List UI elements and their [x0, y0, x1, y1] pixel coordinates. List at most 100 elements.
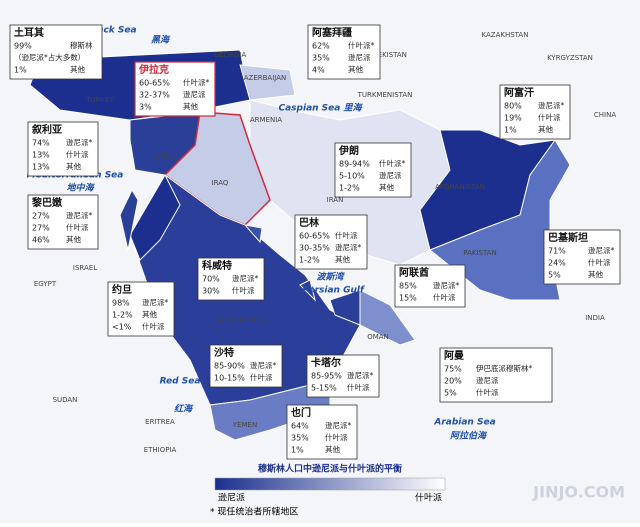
callout-group: 其他 [183, 101, 198, 111]
callout-percent: 35% [312, 54, 330, 63]
legend-right: 什叶派 [415, 492, 442, 504]
callout-group: 逊尼派 [348, 52, 371, 62]
callout-group: 什叶派 [66, 222, 89, 232]
map-label: 红海 [174, 404, 194, 415]
callout-group: 逊尼派* [538, 100, 564, 110]
callout-group: 逊尼派* [232, 273, 258, 283]
callout-title: 黎巴嫩 [32, 196, 63, 209]
callout-percent: 85-95% [311, 372, 342, 381]
callout-group: 逊尼派* [142, 297, 168, 307]
callout-percent: 85-90% [214, 362, 245, 371]
callout-percent: 5-15% [311, 384, 337, 393]
map-label: Arabian Sea [433, 418, 495, 428]
qatar [299, 279, 316, 302]
callout-percent: 19% [504, 114, 522, 123]
callout-group: 其他 [66, 234, 81, 244]
map-label: Red Sea [160, 377, 201, 387]
map-label: PAKISTAN [463, 249, 496, 257]
map-label: EGYPT [34, 280, 57, 288]
callout-percent: 10-15% [214, 374, 245, 383]
map-label: KAZAKHSTAN [482, 31, 529, 39]
callout-group: 逊尼派* [66, 210, 92, 220]
callout-group: 什叶派 [142, 321, 165, 331]
callout-box [543, 229, 621, 285]
map-label: TURKEY [85, 96, 114, 104]
callout-percent: 71% [548, 247, 566, 256]
map-label: Caspian Sea 里海 [279, 103, 364, 114]
callout-percent: 1-2% [339, 184, 360, 193]
callout-percent: 70% [202, 275, 220, 284]
callout-group: 逊尼派 [379, 170, 402, 180]
callout-box [197, 257, 265, 301]
map-label: GEORGIA [214, 51, 247, 59]
callout-box [134, 61, 216, 117]
map-label: AZERBAIJAN [244, 74, 287, 82]
callout-group: 什叶派* [379, 158, 405, 168]
map-label: AFGHANISTAN [435, 183, 485, 191]
callout-percent: 32-37% [139, 91, 170, 100]
map-label: 波斯湾 [316, 272, 345, 283]
map-label: SYRIA [155, 153, 176, 161]
map-label: ERITREA [145, 418, 175, 426]
callout-box [107, 281, 175, 337]
callout-group: 什叶派 [538, 112, 561, 122]
map-label: 地中海 [66, 183, 95, 194]
callout-percent: 15% [399, 294, 417, 303]
map-label: KYRGYZSTAN [547, 54, 593, 62]
callout-box [394, 264, 466, 308]
callout-title: 阿塞拜疆 [312, 26, 352, 39]
callout-percent: 3% [139, 103, 152, 112]
callout-percent: 5% [548, 271, 561, 280]
callout-title: 伊朗 [338, 144, 359, 157]
callout-box [27, 194, 99, 250]
callout-percent: 27% [32, 212, 50, 221]
callout-group: 逊尼派* [433, 280, 459, 290]
callout-percent: 1% [504, 126, 517, 135]
callout-group: 逊尼派* [347, 370, 373, 380]
callout-group: 穆斯林 [70, 40, 93, 50]
jordan [129, 173, 181, 261]
callout-group: 什叶派 [347, 382, 370, 392]
callout-percent: 13% [32, 151, 50, 160]
callout-percent: 27% [32, 224, 50, 233]
callout-group: 其他 [70, 64, 85, 74]
callout-title: 科威特 [202, 259, 232, 272]
callout-group: 逊尼派* [250, 360, 276, 370]
watermark: JINJO.COM [532, 483, 625, 502]
callout-group: 逊尼派 [476, 375, 499, 385]
callout-percent: 1% [14, 66, 27, 75]
callout-title: 叙利亚 [31, 123, 62, 136]
pakistan [429, 139, 571, 301]
callout-box [294, 214, 368, 270]
callout-percent: 1% [291, 446, 304, 455]
callout-percent: 35% [291, 434, 309, 443]
callout-group: 什叶派* [183, 77, 209, 87]
callout-group: 什叶派* [348, 40, 374, 50]
map-label: SAUDI ARABIA [215, 316, 265, 324]
callout-group: 伊巴底派穆斯林* [476, 363, 532, 373]
azerbaijan [239, 64, 296, 101]
callout-box [209, 344, 283, 388]
legend-left: 逊尼派 [218, 493, 245, 504]
callout-text: （逊尼派*占大多数） [14, 52, 85, 62]
callout-box [286, 404, 358, 460]
callout-percent: 30% [202, 287, 220, 296]
map-label: TURKMENISTAN [357, 91, 413, 99]
callout-title: 巴基斯坦 [548, 231, 588, 244]
callout-percent: 98% [112, 299, 130, 308]
legend-title: 穆斯林人口中逊尼派与什叶派的平衡 [258, 463, 402, 475]
callout-percent: 85% [399, 282, 417, 291]
callout-group: 什叶派 [335, 230, 358, 240]
map-label: ISRAEL [73, 264, 97, 272]
map-label: INDIA [585, 314, 605, 322]
callout-percent: 1-2% [112, 311, 133, 320]
callout-percent: 5% [444, 389, 457, 398]
callout-group: 什叶派 [476, 387, 499, 397]
callout-group: 其他 [538, 124, 553, 134]
map-label: IRAN [327, 196, 344, 204]
callout-title: 也门 [291, 406, 311, 419]
map-label: IRAQ [212, 179, 229, 187]
legend-bar [214, 477, 446, 491]
callout-percent: <1% [112, 323, 132, 332]
